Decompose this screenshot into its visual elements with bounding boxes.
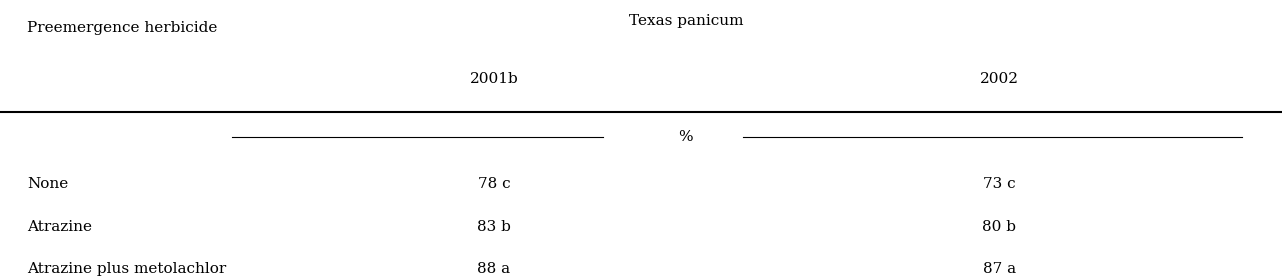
Text: 88 a: 88 a (477, 262, 510, 276)
Text: None: None (27, 177, 68, 191)
Text: Atrazine: Atrazine (27, 219, 92, 233)
Text: %: % (678, 130, 694, 144)
Text: 83 b: 83 b (477, 219, 510, 233)
Text: 78 c: 78 c (478, 177, 510, 191)
Text: Texas panicum: Texas panicum (628, 14, 744, 28)
Text: 80 b: 80 b (982, 219, 1017, 233)
Text: 87 a: 87 a (982, 262, 1015, 276)
Text: Atrazine plus metolachlor: Atrazine plus metolachlor (27, 262, 226, 276)
Text: 73 c: 73 c (983, 177, 1015, 191)
Text: Preemergence herbicide: Preemergence herbicide (27, 22, 218, 35)
Text: 2002: 2002 (979, 71, 1019, 86)
Text: 2001b: 2001b (469, 71, 518, 86)
